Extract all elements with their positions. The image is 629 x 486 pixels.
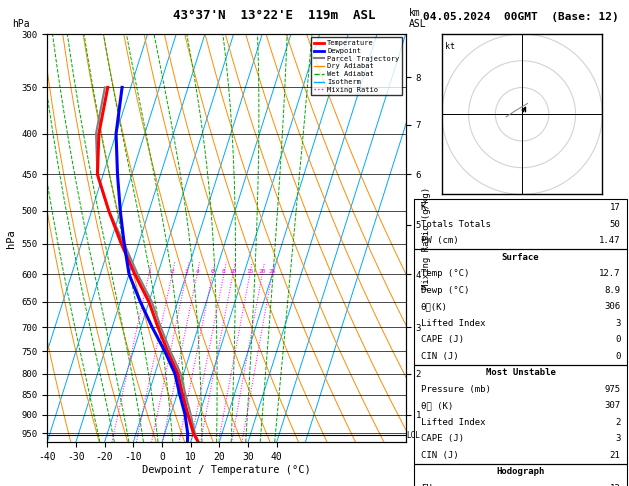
Text: LCL: LCL <box>406 431 420 439</box>
Text: 3: 3 <box>615 319 620 328</box>
Text: 3: 3 <box>615 434 620 443</box>
Text: 43°37'N  13°22'E  119m  ASL: 43°37'N 13°22'E 119m ASL <box>172 9 375 22</box>
Text: 2: 2 <box>615 418 620 427</box>
Text: 13: 13 <box>610 484 620 486</box>
Text: 17: 17 <box>610 203 620 212</box>
Text: Dewp (°C): Dewp (°C) <box>421 286 469 295</box>
Text: Pressure (mb): Pressure (mb) <box>421 385 491 394</box>
Y-axis label: hPa: hPa <box>6 229 16 247</box>
Text: Totals Totals: Totals Totals <box>421 220 491 228</box>
Text: 8: 8 <box>222 269 226 274</box>
Text: θᴇ(K): θᴇ(K) <box>421 302 448 311</box>
Text: 975: 975 <box>604 385 620 394</box>
Bar <box>414 199 627 249</box>
Text: 12.7: 12.7 <box>599 269 620 278</box>
Text: Lifted Index: Lifted Index <box>421 319 485 328</box>
Text: Lifted Index: Lifted Index <box>421 418 485 427</box>
Bar <box>414 364 627 464</box>
Text: 0: 0 <box>615 335 620 344</box>
Text: kt: kt <box>445 42 455 51</box>
Text: 25: 25 <box>269 269 276 274</box>
Text: 307: 307 <box>604 401 620 410</box>
Text: km
ASL: km ASL <box>409 8 426 29</box>
Text: 20: 20 <box>259 269 266 274</box>
Y-axis label: Mixing Ratio (g/kg): Mixing Ratio (g/kg) <box>422 187 431 289</box>
Text: 10: 10 <box>229 269 237 274</box>
Text: 306: 306 <box>604 302 620 311</box>
Text: 3: 3 <box>185 269 189 274</box>
X-axis label: Dewpoint / Temperature (°C): Dewpoint / Temperature (°C) <box>142 465 311 475</box>
Text: 4: 4 <box>195 269 199 274</box>
Text: 6: 6 <box>211 269 214 274</box>
Text: CAPE (J): CAPE (J) <box>421 335 464 344</box>
Text: K: K <box>421 203 426 212</box>
Text: 50: 50 <box>610 220 620 228</box>
Text: 15: 15 <box>246 269 253 274</box>
Text: 21: 21 <box>610 451 620 460</box>
Text: Most Unstable: Most Unstable <box>486 368 555 377</box>
Text: CIN (J): CIN (J) <box>421 352 459 361</box>
Text: θᴇ (K): θᴇ (K) <box>421 401 453 410</box>
Text: EH: EH <box>421 484 431 486</box>
Bar <box>414 464 627 486</box>
Text: PW (cm): PW (cm) <box>421 236 459 245</box>
Text: CIN (J): CIN (J) <box>421 451 459 460</box>
Legend: Temperature, Dewpoint, Parcel Trajectory, Dry Adiabat, Wet Adiabat, Isotherm, Mi: Temperature, Dewpoint, Parcel Trajectory… <box>311 37 402 95</box>
Text: 2: 2 <box>170 269 174 274</box>
Text: 1: 1 <box>147 269 151 274</box>
Text: 1.47: 1.47 <box>599 236 620 245</box>
Text: Surface: Surface <box>502 253 539 261</box>
Text: CAPE (J): CAPE (J) <box>421 434 464 443</box>
Text: Temp (°C): Temp (°C) <box>421 269 469 278</box>
Text: hPa: hPa <box>13 19 30 29</box>
Bar <box>414 249 627 364</box>
Text: 0: 0 <box>615 352 620 361</box>
Text: Hodograph: Hodograph <box>496 468 545 476</box>
Text: 8.9: 8.9 <box>604 286 620 295</box>
Text: 04.05.2024  00GMT  (Base: 12): 04.05.2024 00GMT (Base: 12) <box>423 12 618 22</box>
